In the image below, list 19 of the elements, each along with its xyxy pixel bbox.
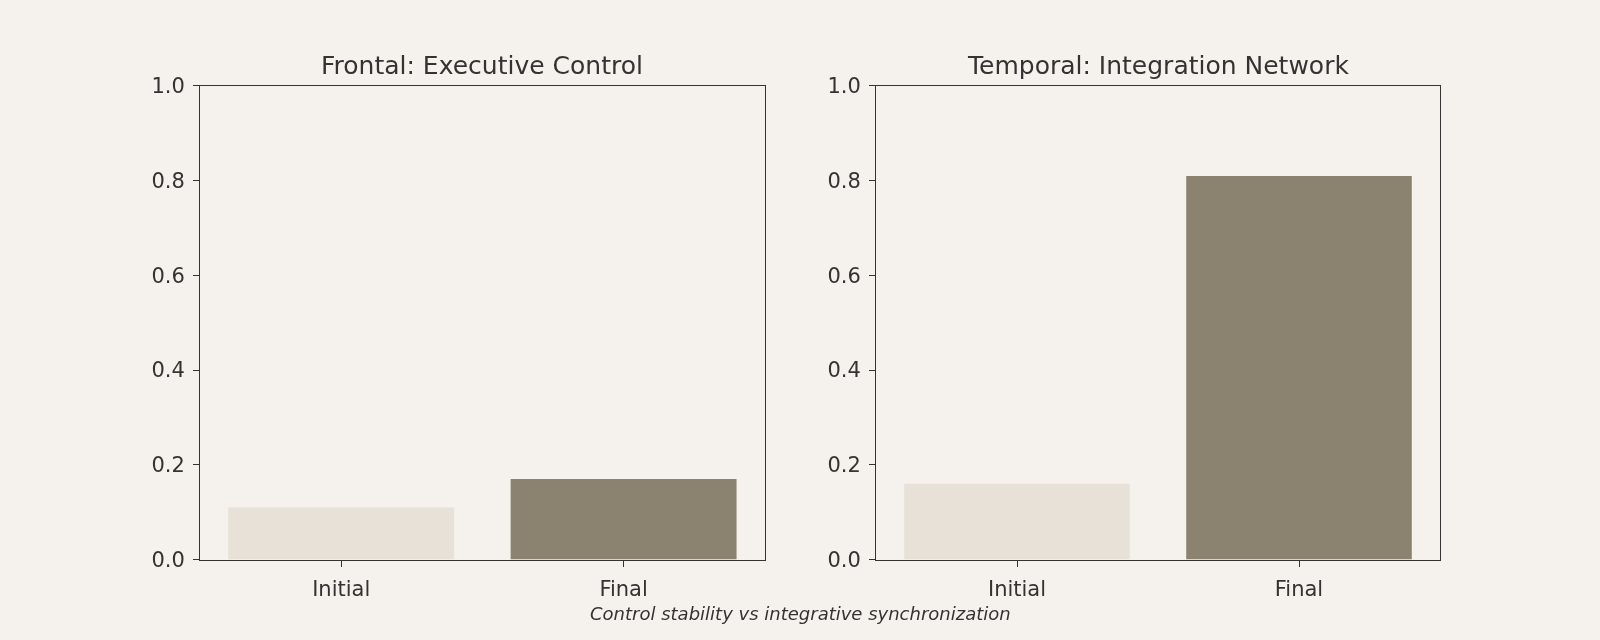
x-tick-label: Initial (312, 576, 371, 601)
y-tick-label: 0.4 (151, 358, 185, 383)
y-tick-label: 0.0 (151, 547, 185, 572)
y-tick-label: 1.0 (827, 74, 861, 99)
y-tick-label: 0.8 (827, 169, 861, 194)
y-tick-label: 0.6 (151, 263, 185, 288)
x-tick-label: Final (599, 576, 648, 601)
y-tick-label: 0.4 (827, 358, 861, 383)
y-tick-label: 0.6 (827, 263, 861, 288)
x-tick-label: Final (1274, 576, 1324, 601)
chart-title: Frontal: Executive Control (321, 51, 643, 80)
y-tick-label: 0.8 (151, 169, 185, 194)
y-tick-label: 0.0 (827, 547, 861, 572)
y-tick-label: 0.2 (827, 453, 861, 478)
y-tick-label: 1.0 (151, 74, 185, 99)
x-tick-label: Initial (987, 576, 1047, 601)
y-tick-label: 0.2 (151, 453, 185, 478)
chart-title: Temporal: Integration Network (967, 51, 1350, 80)
text: Control stability vs integrative synchronization (590, 603, 1011, 624)
